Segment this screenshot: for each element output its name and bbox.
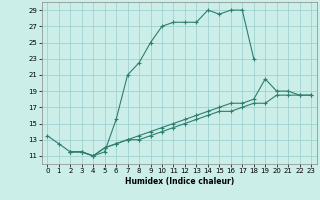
X-axis label: Humidex (Indice chaleur): Humidex (Indice chaleur) — [124, 177, 234, 186]
